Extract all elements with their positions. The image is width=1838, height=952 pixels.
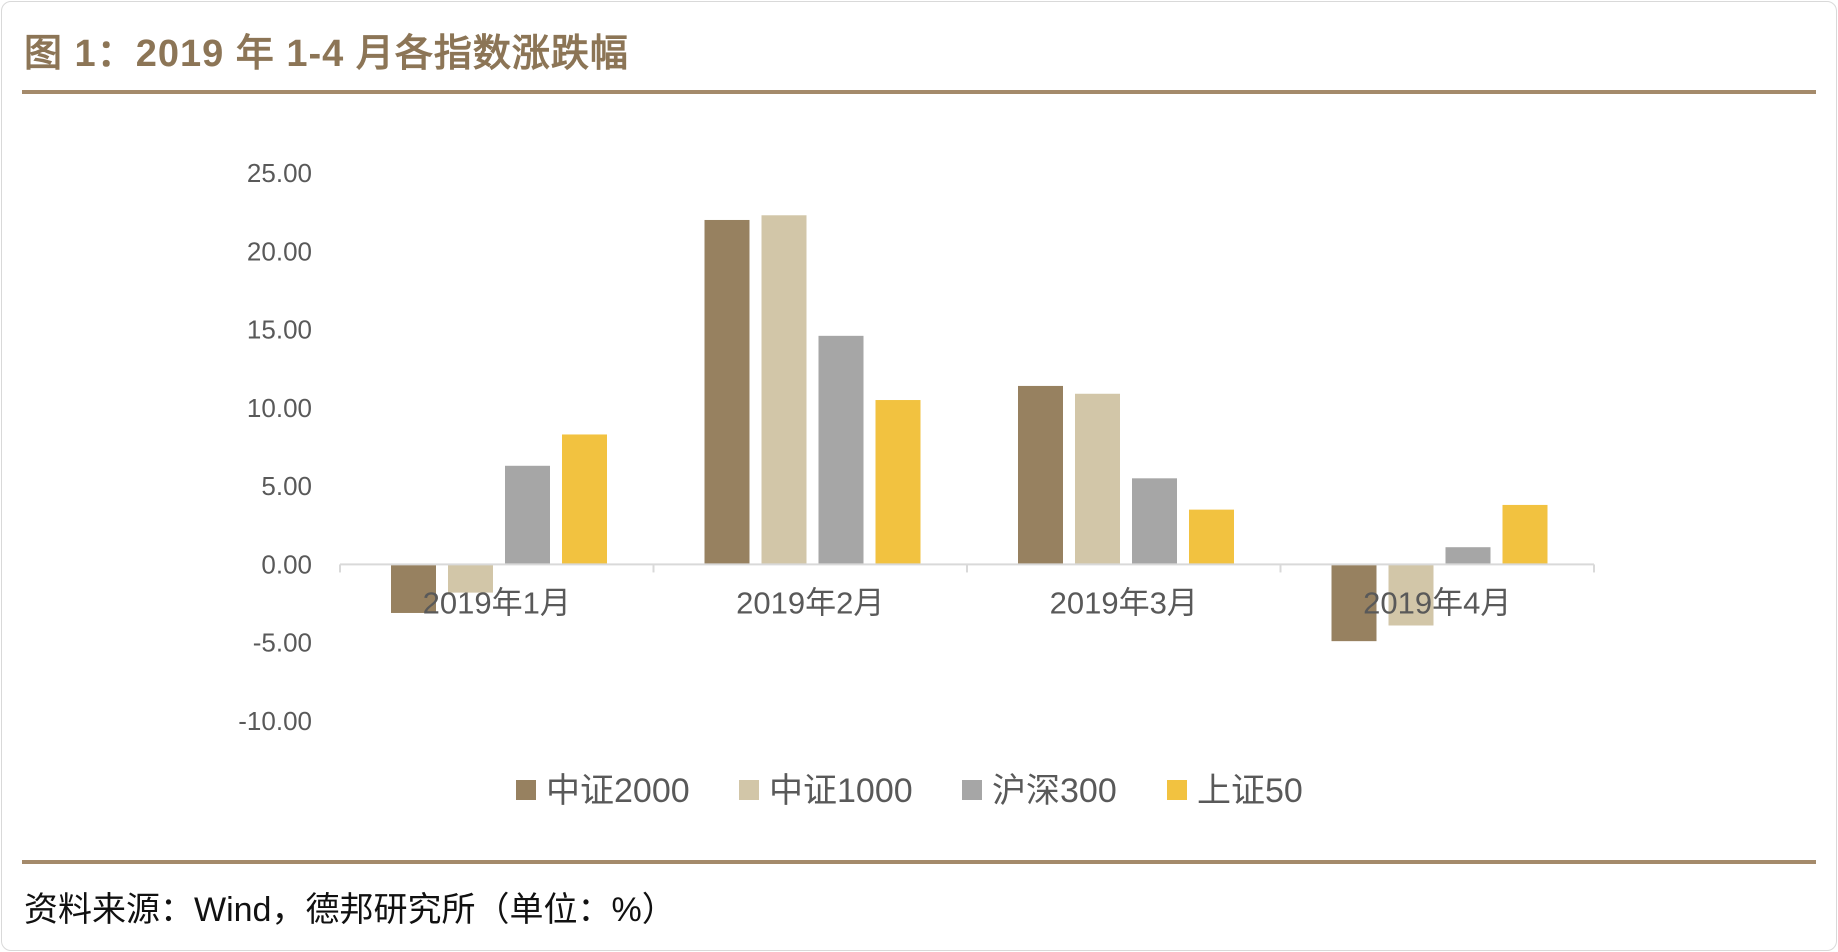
bar [1018,385,1063,565]
x-tick-label: 2019年2月 [736,585,884,620]
legend-label: 上证50 [1197,772,1303,810]
legend-swatch [962,780,982,800]
bar [448,564,493,593]
source-note: 资料来源：Wind，德邦研究所（单位：%） [24,891,676,929]
bar [818,335,864,565]
legend-swatch [1167,780,1187,800]
bar [1502,504,1548,565]
legend-swatch [516,780,536,800]
bar [1331,564,1377,642]
figure-title: 图 1：2019 年 1-4 月各指数涨跌幅 [24,33,629,75]
legend-label: 中证1000 [769,772,913,810]
legend-swatch [739,780,759,800]
x-tick-label: 2019年1月 [423,585,571,620]
y-tick-label: 5.00 [261,471,312,501]
bar [505,465,550,565]
legend-label: 沪深300 [992,772,1117,810]
y-tick-label: -5.00 [253,628,312,658]
title-divider [22,90,1816,94]
y-tick-label: 15.00 [247,315,312,345]
bar [1388,564,1434,626]
bar [875,400,921,565]
bar [1132,478,1177,565]
legend: 中证2000 中证1000 沪深300 上证50 [516,772,1303,810]
x-tick-label: 2019年3月 [1050,585,1198,620]
y-tick-label: 0.00 [261,549,312,579]
bars-group [391,215,1548,642]
bar [704,219,750,565]
y-tick-label: -10.00 [238,706,312,736]
source-divider [22,860,1816,864]
x-axis: 2019年1月 2019年2月 2019年3月 2019年4月 [339,563,1595,620]
bar [391,564,436,613]
legend-label: 中证2000 [546,772,690,810]
y-tick-label: 20.00 [247,236,312,266]
y-tick-label: 10.00 [247,393,312,423]
bar [1075,393,1120,565]
bar [1445,547,1491,565]
bar [562,434,607,565]
y-tick-label: 25.00 [247,158,312,188]
bar [1189,509,1234,565]
bar [761,215,807,565]
y-axis: 25.00 20.00 15.00 10.00 5.00 0.00 -5.00 -10.00 [238,158,312,736]
x-tick-label: 2019年4月 [1363,585,1511,620]
